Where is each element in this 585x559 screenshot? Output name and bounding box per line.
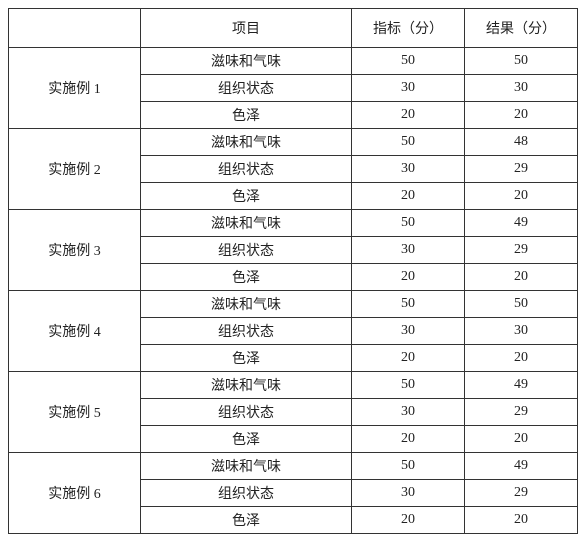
item-cell: 滋味和气味 [141, 453, 352, 480]
result-cell: 50 [465, 291, 578, 318]
column-header [9, 9, 141, 48]
target-cell: 30 [352, 156, 465, 183]
table-header-row: 项目指标（分）结果（分） [9, 9, 578, 48]
result-cell: 29 [465, 399, 578, 426]
target-cell: 50 [352, 210, 465, 237]
target-cell: 20 [352, 102, 465, 129]
target-cell: 30 [352, 399, 465, 426]
item-cell: 组织状态 [141, 480, 352, 507]
item-cell: 色泽 [141, 345, 352, 372]
column-header: 项目 [141, 9, 352, 48]
result-cell: 30 [465, 75, 578, 102]
item-cell: 组织状态 [141, 318, 352, 345]
group-label: 实施例 1 [9, 48, 141, 129]
result-cell: 20 [465, 507, 578, 534]
group-label: 实施例 3 [9, 210, 141, 291]
table-body: 项目指标（分）结果（分）实施例 1滋味和气味5050组织状态3030色泽2020… [9, 9, 578, 534]
target-cell: 20 [352, 264, 465, 291]
item-cell: 色泽 [141, 264, 352, 291]
result-cell: 20 [465, 264, 578, 291]
item-cell: 组织状态 [141, 399, 352, 426]
item-cell: 滋味和气味 [141, 129, 352, 156]
group-label: 实施例 2 [9, 129, 141, 210]
column-header: 结果（分） [465, 9, 578, 48]
target-cell: 20 [352, 183, 465, 210]
result-cell: 50 [465, 48, 578, 75]
item-cell: 色泽 [141, 183, 352, 210]
table-row: 实施例 3滋味和气味5049 [9, 210, 578, 237]
item-cell: 滋味和气味 [141, 291, 352, 318]
target-cell: 50 [352, 291, 465, 318]
target-cell: 20 [352, 345, 465, 372]
target-cell: 50 [352, 48, 465, 75]
result-cell: 49 [465, 372, 578, 399]
item-cell: 色泽 [141, 426, 352, 453]
result-cell: 20 [465, 345, 578, 372]
table-row: 实施例 4滋味和气味5050 [9, 291, 578, 318]
group-label: 实施例 5 [9, 372, 141, 453]
item-cell: 组织状态 [141, 237, 352, 264]
result-cell: 49 [465, 453, 578, 480]
target-cell: 50 [352, 372, 465, 399]
target-cell: 30 [352, 480, 465, 507]
result-cell: 48 [465, 129, 578, 156]
target-cell: 20 [352, 507, 465, 534]
result-cell: 29 [465, 156, 578, 183]
target-cell: 30 [352, 318, 465, 345]
result-cell: 29 [465, 237, 578, 264]
item-cell: 滋味和气味 [141, 372, 352, 399]
group-label: 实施例 6 [9, 453, 141, 534]
result-cell: 20 [465, 102, 578, 129]
item-cell: 滋味和气味 [141, 48, 352, 75]
result-cell: 29 [465, 480, 578, 507]
item-cell: 色泽 [141, 507, 352, 534]
result-cell: 30 [465, 318, 578, 345]
item-cell: 滋味和气味 [141, 210, 352, 237]
table-row: 实施例 6滋味和气味5049 [9, 453, 578, 480]
target-cell: 30 [352, 237, 465, 264]
column-header: 指标（分） [352, 9, 465, 48]
table-row: 实施例 1滋味和气味5050 [9, 48, 578, 75]
result-cell: 49 [465, 210, 578, 237]
result-cell: 20 [465, 183, 578, 210]
table-row: 实施例 5滋味和气味5049 [9, 372, 578, 399]
item-cell: 组织状态 [141, 156, 352, 183]
result-cell: 20 [465, 426, 578, 453]
group-label: 实施例 4 [9, 291, 141, 372]
item-cell: 组织状态 [141, 75, 352, 102]
target-cell: 30 [352, 75, 465, 102]
table-row: 实施例 2滋味和气味5048 [9, 129, 578, 156]
target-cell: 50 [352, 453, 465, 480]
target-cell: 50 [352, 129, 465, 156]
item-cell: 色泽 [141, 102, 352, 129]
target-cell: 20 [352, 426, 465, 453]
data-table: 项目指标（分）结果（分）实施例 1滋味和气味5050组织状态3030色泽2020… [8, 8, 578, 534]
